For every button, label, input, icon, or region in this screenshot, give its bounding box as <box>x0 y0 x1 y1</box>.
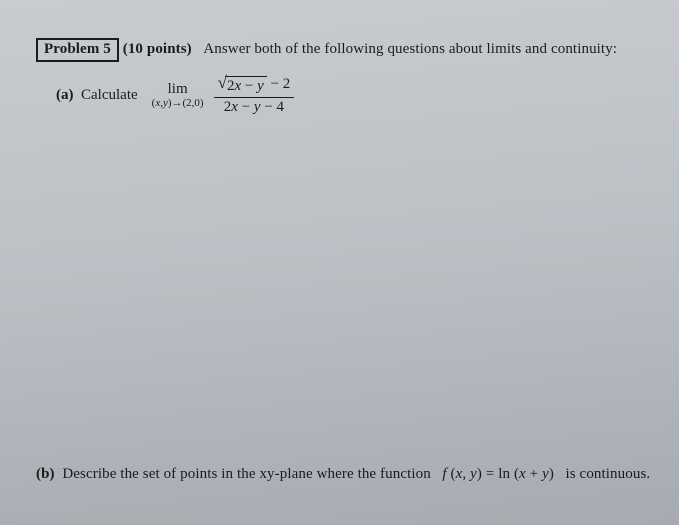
problem-header: Problem 5 (10 points) Answer both of the… <box>36 38 651 62</box>
fraction: √ 2x − y − 2 2x − y − 4 <box>214 76 295 116</box>
part-b-function: f <box>442 466 446 482</box>
part-a-word: Calculate <box>81 87 138 103</box>
part-b-text-before: Describe the set of points in the xy-pla… <box>62 466 431 482</box>
numerator: √ 2x − y − 2 <box>214 76 295 95</box>
part-a-letter: (a) <box>56 87 74 103</box>
limit-expression: lim (x,y)→(2,0) √ 2x − y − 2 2x − y − 4 <box>152 76 295 116</box>
sqrt-arg: 2x − y <box>225 76 267 95</box>
exam-page: Problem 5 (10 points) Answer both of the… <box>0 0 679 525</box>
problem-number-box: Problem 5 <box>36 38 119 62</box>
header-instruction: Answer both of the following questions a… <box>203 41 617 57</box>
points-label: (10 points) <box>123 41 192 57</box>
lim-text: lim <box>168 82 188 98</box>
part-b: (b) Describe the set of points in the xy… <box>36 466 659 483</box>
numerator-tail: − 2 <box>267 76 290 92</box>
fraction-bar <box>214 97 295 98</box>
limit-symbol: lim (x,y)→(2,0) <box>152 82 204 109</box>
lim-subscript: (x,y)→(2,0) <box>152 98 204 110</box>
part-a-label: (a) Calculate <box>56 87 138 104</box>
part-b-text-after: is continuous. <box>566 466 651 482</box>
denominator: 2x − y − 4 <box>220 100 288 116</box>
sqrt: √ 2x − y <box>218 76 267 95</box>
part-a: (a) Calculate lim (x,y)→(2,0) √ 2x − y −… <box>56 76 651 116</box>
part-b-letter: (b) <box>36 466 55 482</box>
